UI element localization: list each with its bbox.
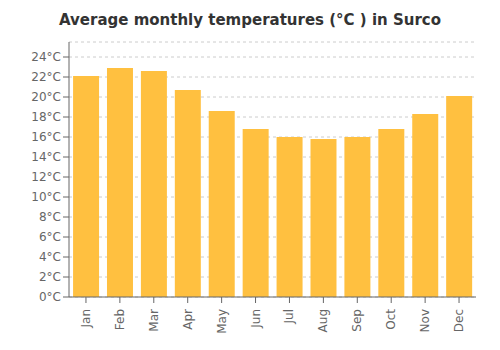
svg-text:2°C: 2°C xyxy=(39,270,61,284)
svg-text:20°C: 20°C xyxy=(31,90,61,104)
svg-text:12°C: 12°C xyxy=(31,170,61,184)
svg-text:24°C: 24°C xyxy=(31,50,61,64)
svg-text:Sep: Sep xyxy=(350,309,364,332)
svg-text:Nov: Nov xyxy=(418,309,432,332)
svg-text:16°C: 16°C xyxy=(31,130,61,144)
svg-text:Oct: Oct xyxy=(384,309,398,330)
svg-text:8°C: 8°C xyxy=(39,210,61,224)
svg-text:6°C: 6°C xyxy=(39,230,61,244)
svg-text:Apr: Apr xyxy=(181,309,195,330)
svg-text:4°C: 4°C xyxy=(39,250,61,264)
svg-text:Jul: Jul xyxy=(282,309,296,324)
svg-text:Mar: Mar xyxy=(147,309,161,332)
svg-text:Feb: Feb xyxy=(113,309,127,330)
svg-text:Jan: Jan xyxy=(79,309,93,329)
html-text:Average monthly temperatures (: Average monthly temperatures (°C ) in Su… xyxy=(59,11,441,29)
svg-text:May: May xyxy=(215,309,229,334)
svg-text:Dec: Dec xyxy=(452,309,466,332)
svg-text:10°C: 10°C xyxy=(31,190,61,204)
svg-text:0°C: 0°C xyxy=(39,290,61,304)
svg-text:Jun: Jun xyxy=(249,309,263,329)
svg-text:18°C: 18°C xyxy=(31,110,61,124)
svg-text:22°C: 22°C xyxy=(31,70,61,84)
svg-text:Aug: Aug xyxy=(316,309,330,332)
svg-text:14°C: 14°C xyxy=(31,150,61,164)
